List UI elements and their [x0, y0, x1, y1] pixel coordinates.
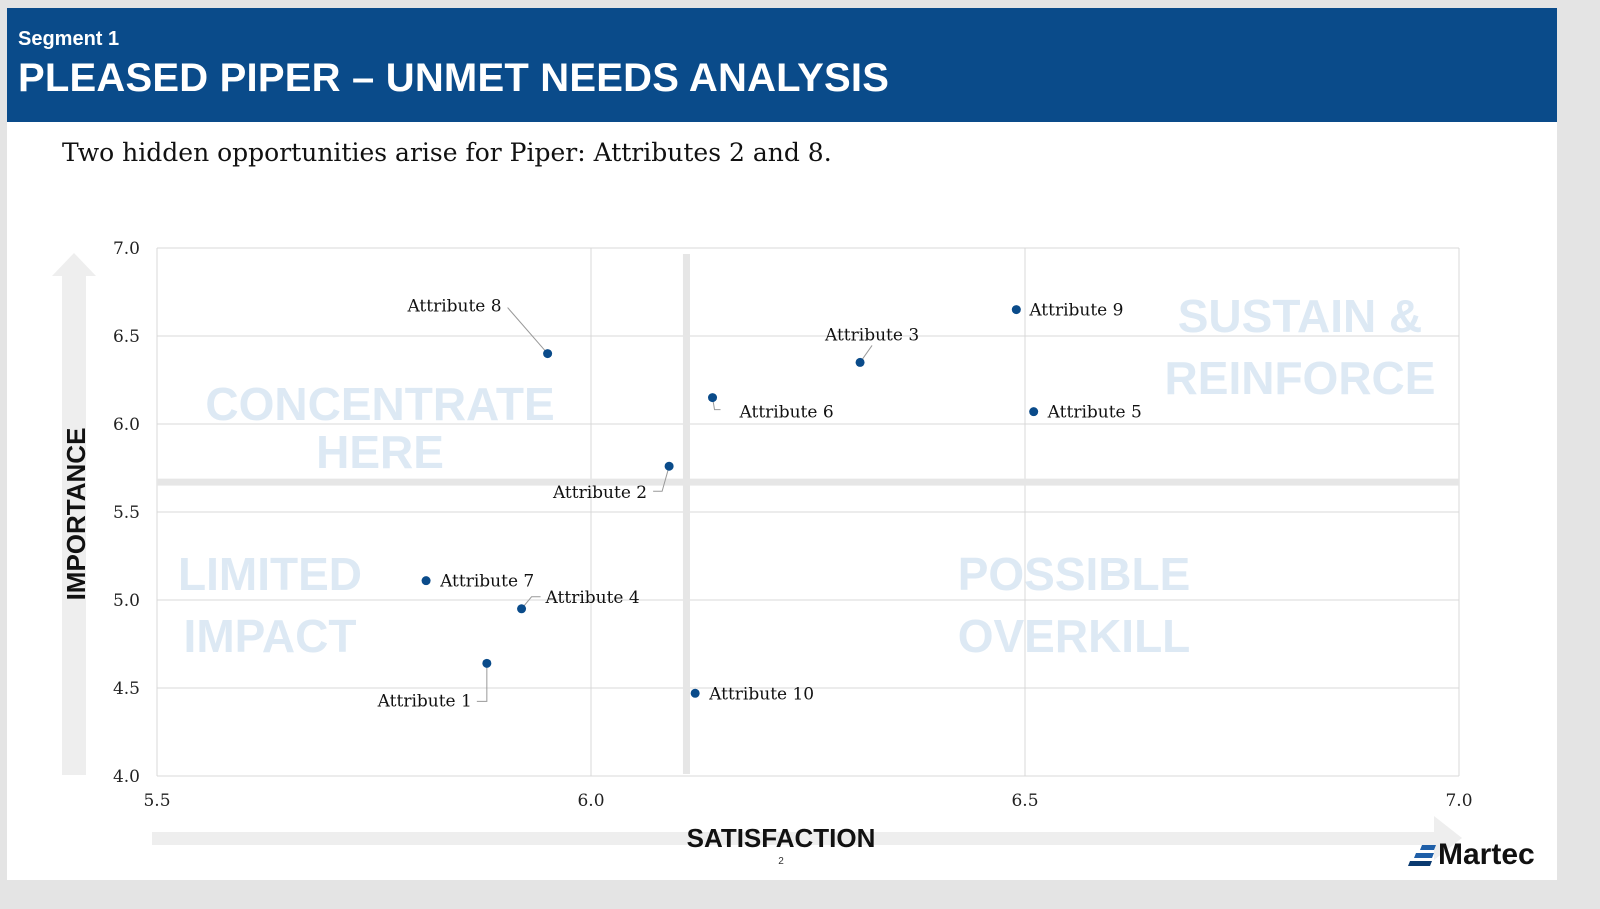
x-axis-arrow	[152, 816, 1462, 860]
header-banner: Segment 1 PLEASED PIPER – UNMET NEEDS AN…	[7, 8, 1557, 122]
quadrant-label-top-right: REINFORCE	[1165, 352, 1436, 404]
quadrant-label-bottom-left: LIMITED	[178, 548, 362, 600]
y-tick-label: 5.0	[113, 591, 140, 611]
y-tick-label: 6.5	[113, 327, 140, 347]
data-label: Attribute 6	[739, 403, 834, 423]
quadrant-label-bottom-right: OVERKILL	[958, 610, 1191, 662]
y-tick-label: 5.5	[113, 503, 140, 523]
leader-line	[653, 466, 670, 492]
y-axis-arrow	[52, 253, 96, 775]
data-label: Attribute 3	[824, 325, 919, 345]
x-axis-label: SATISFACTION	[687, 823, 876, 853]
data-label: Attribute 10	[708, 684, 814, 704]
data-label: Attribute 5	[1047, 403, 1142, 423]
data-label: Attribute 2	[552, 483, 647, 503]
data-label: Attribute 8	[406, 297, 501, 317]
logo-text: Martec	[1438, 838, 1535, 871]
quadrant-label-top-left: HERE	[316, 426, 444, 478]
data-point	[543, 349, 553, 359]
y-tick-label: 7.0	[113, 239, 140, 259]
leader-line	[476, 663, 488, 702]
data-point	[421, 576, 431, 586]
data-point	[517, 604, 527, 614]
logo-mark-icon	[1408, 845, 1436, 866]
quadrant-label-top-right: SUSTAIN &	[1178, 290, 1423, 342]
data-label: Attribute 7	[439, 572, 534, 592]
y-tick-label: 4.0	[113, 767, 140, 787]
slide	[7, 8, 1557, 880]
segment-label: Segment 1	[18, 28, 120, 50]
y-tick-label: 6.0	[113, 415, 140, 435]
quadrant-label-top-left: CONCENTRATE	[205, 378, 554, 430]
page-title: PLEASED PIPER – UNMET NEEDS ANALYSIS	[18, 56, 890, 100]
x-tick-label: 6.0	[577, 791, 604, 811]
data-point	[690, 688, 700, 698]
data-point	[482, 658, 492, 668]
data-point	[1011, 305, 1021, 315]
quadrant-label-bottom-left: IMPACT	[184, 610, 357, 662]
x-tick-label: 6.5	[1011, 791, 1038, 811]
data-point	[855, 357, 865, 367]
data-point	[1029, 407, 1039, 417]
subtitle: Two hidden opportunities arise for Piper…	[62, 138, 832, 167]
martec-logo: Martec	[1408, 838, 1535, 872]
leader-line	[521, 596, 541, 610]
data-label: Attribute 9	[1028, 301, 1123, 321]
y-axis-label: IMPORTANCE	[61, 428, 91, 601]
x-tick-label: 5.5	[143, 791, 170, 811]
data-label: Attribute 4	[545, 588, 640, 608]
page-number: 2	[778, 856, 784, 867]
leader-line	[507, 307, 548, 354]
y-tick-label: 4.5	[113, 679, 140, 699]
x-tick-label: 7.0	[1445, 791, 1472, 811]
data-point	[664, 461, 674, 471]
data-point	[708, 393, 718, 403]
data-label: Attribute 1	[377, 691, 472, 711]
quadrant-label-bottom-right: POSSIBLE	[958, 548, 1191, 600]
